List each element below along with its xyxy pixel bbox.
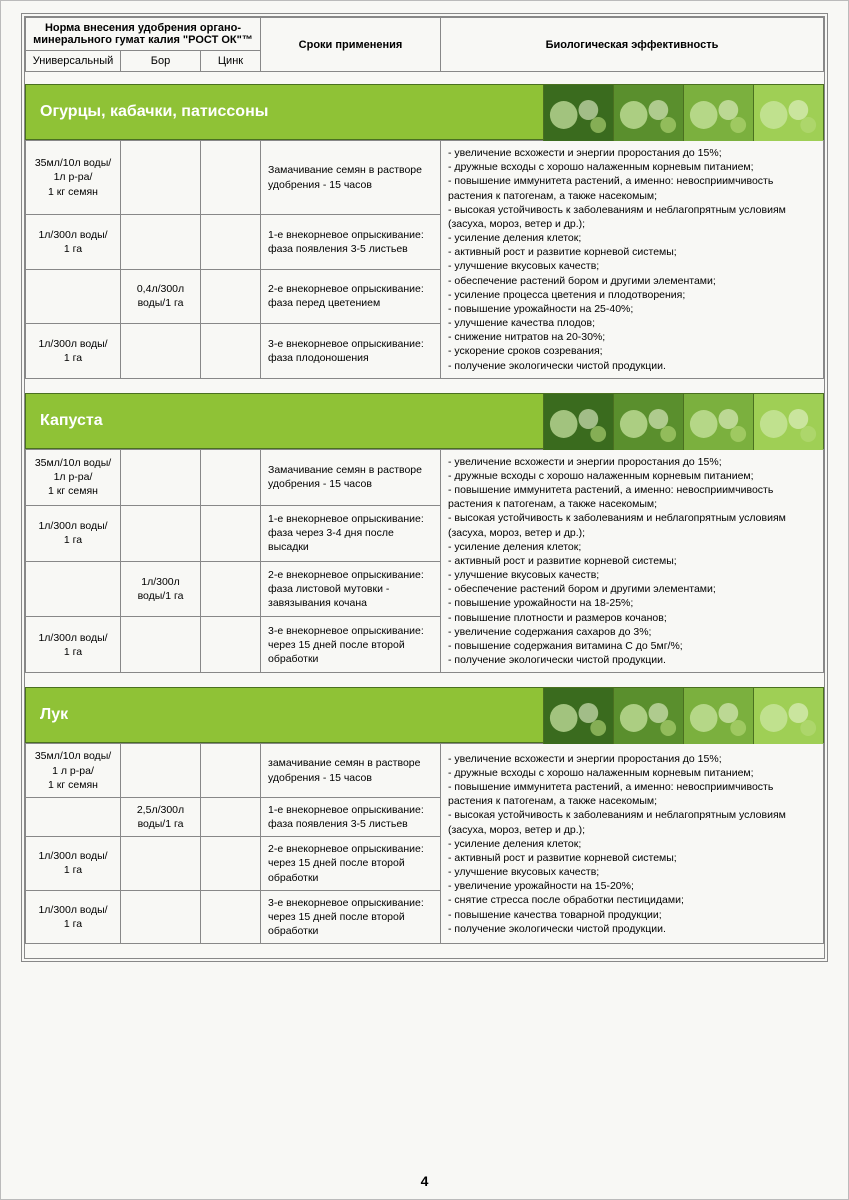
veg-image — [753, 394, 823, 450]
cell-bor — [121, 215, 201, 270]
cell-zinc — [201, 797, 261, 836]
section-images — [543, 688, 823, 742]
veg-image — [613, 85, 683, 141]
cell-zinc — [201, 561, 261, 617]
cell-timing: замачивание семян в растворе удобрения -… — [261, 744, 441, 798]
cell-bor — [121, 449, 201, 505]
table-row: 35мл/10л воды/1 л р-ра/1 кг семян замачи… — [26, 744, 824, 798]
cell-timing: Замачивание семян в растворе удобрения -… — [261, 449, 441, 505]
cell-universal — [26, 269, 121, 324]
cell-timing: 2-е внекорневое опрыскивание: через 15 д… — [261, 837, 441, 891]
cell-universal — [26, 797, 121, 836]
section-title: Огурцы, кабачки, патиссоны — [26, 85, 543, 139]
header-norma-line2: минерального гумат калия "РОСТ ОК"™ — [33, 34, 253, 46]
cell-timing: 2-е внекорневое опрыскивание: фаза листо… — [261, 561, 441, 617]
header-col-zinc: Цинк — [201, 51, 261, 72]
veg-image — [753, 688, 823, 744]
bio-cell: - увеличение всхожести и энергии пророст… — [441, 449, 824, 673]
veg-image — [683, 85, 753, 141]
table-row: 35мл/10л воды/1л р-ра/1 кг семян Замачив… — [26, 449, 824, 505]
cell-zinc — [201, 744, 261, 798]
cell-universal — [26, 561, 121, 617]
veg-image — [683, 394, 753, 450]
cell-zinc — [201, 215, 261, 270]
cell-universal: 1л/300л воды/1 га — [26, 617, 121, 673]
cell-bor — [121, 837, 201, 891]
cell-bor — [121, 141, 201, 215]
bio-cell: - увеличение всхожести и энергии пророст… — [441, 744, 824, 944]
cell-universal: 35мл/10л воды/1л р-ра/1 кг семян — [26, 449, 121, 505]
table-row: 35мл/10л воды/1л р-ра/1 кг семян Замачив… — [26, 141, 824, 215]
section-header: Лук — [25, 687, 824, 743]
section-header: Огурцы, кабачки, патиссоны — [25, 84, 824, 140]
cell-timing: 1-е внекорневое опрыскивание: фаза через… — [261, 505, 441, 561]
cell-universal: 35мл/10л воды/1 л р-ра/1 кг семян — [26, 744, 121, 798]
cell-bor: 1л/300л воды/1 га — [121, 561, 201, 617]
cell-universal: 1л/300л воды/1 га — [26, 505, 121, 561]
cell-zinc — [201, 837, 261, 891]
bio-cell: - увеличение всхожести и энергии пророст… — [441, 141, 824, 379]
section-title: Капуста — [26, 394, 543, 448]
cell-universal: 1л/300л воды/1 га — [26, 837, 121, 891]
header-col-timing: Сроки применения — [261, 18, 441, 72]
section-header: Капуста — [25, 393, 824, 449]
cell-zinc — [201, 269, 261, 324]
cell-timing: 1-е внекорневое опрыскивание: фаза появл… — [261, 797, 441, 836]
cell-timing: 3-е внекорневое опрыскивание: через 15 д… — [261, 890, 441, 944]
data-table: 35мл/10л воды/1л р-ра/1 кг семян Замачив… — [25, 449, 824, 674]
cell-timing: Замачивание семян в растворе удобрения -… — [261, 141, 441, 215]
data-table: 35мл/10л воды/1 л р-ра/1 кг семян замачи… — [25, 743, 824, 944]
header-col-universal: Универсальный — [26, 51, 121, 72]
veg-image — [683, 688, 753, 744]
veg-image — [543, 85, 613, 141]
veg-image — [753, 85, 823, 141]
cell-bor — [121, 324, 201, 379]
cell-bor: 2,5л/300л воды/1 га — [121, 797, 201, 836]
cell-timing: 2-е внекорневое опрыскивание: фаза перед… — [261, 269, 441, 324]
cell-universal: 1л/300л воды/1 га — [26, 324, 121, 379]
header-norma-line1: Норма внесения удобрения органо- — [45, 22, 241, 34]
section-title: Лук — [26, 688, 543, 742]
cell-zinc — [201, 890, 261, 944]
section-images — [543, 85, 823, 139]
veg-image — [543, 394, 613, 450]
veg-image — [543, 688, 613, 744]
cell-bor: 0,4л/300л воды/1 га — [121, 269, 201, 324]
section: Огурцы, кабачки, патиссоны 35мл/10л воды… — [25, 84, 824, 379]
veg-image — [613, 688, 683, 744]
cell-bor — [121, 617, 201, 673]
cell-zinc — [201, 505, 261, 561]
header-col-bor: Бор — [121, 51, 201, 72]
cell-zinc — [201, 141, 261, 215]
veg-image — [613, 394, 683, 450]
cell-zinc — [201, 449, 261, 505]
cell-bor — [121, 744, 201, 798]
cell-zinc — [201, 617, 261, 673]
cell-timing: 3-е внекорневое опрыскивание: фаза плодо… — [261, 324, 441, 379]
cell-universal: 1л/300л воды/1 га — [26, 215, 121, 270]
cell-timing: 1-е внекорневое опрыскивание: фаза появл… — [261, 215, 441, 270]
section: Лук 35мл/10л воды/1 л р-ра/1 кг семян за… — [25, 687, 824, 944]
cell-timing: 3-е внекорневое опрыскивание: через 15 д… — [261, 617, 441, 673]
cell-bor — [121, 505, 201, 561]
page-number: 4 — [1, 1173, 848, 1189]
header-table: Норма внесения удобрения органо- минерал… — [25, 17, 824, 72]
header-col-bio: Биологическая эффективность — [441, 18, 824, 72]
data-table: 35мл/10л воды/1л р-ра/1 кг семян Замачив… — [25, 140, 824, 379]
cell-bor — [121, 890, 201, 944]
section: Капуста 35мл/10л воды/1л р-ра/1 кг семян… — [25, 393, 824, 674]
cell-zinc — [201, 324, 261, 379]
cell-universal: 1л/300л воды/1 га — [26, 890, 121, 944]
section-images — [543, 394, 823, 448]
cell-universal: 35мл/10л воды/1л р-ра/1 кг семян — [26, 141, 121, 215]
